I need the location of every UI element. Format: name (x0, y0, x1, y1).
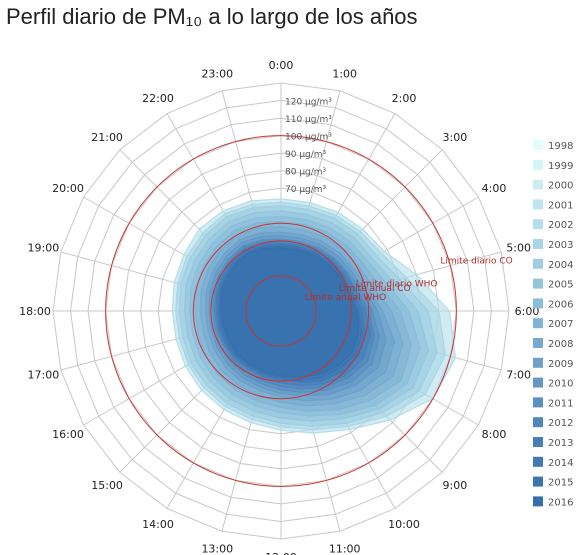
limit-circle (245, 275, 317, 347)
limit-label: Límite anual WHO (305, 293, 386, 303)
legend-label: 2005 (548, 280, 573, 291)
hour-label: 11:00 (329, 543, 361, 555)
legend-swatch-2003 (533, 239, 543, 249)
legend-label: 2002 (548, 220, 573, 231)
hour-label: 7:00 (506, 369, 531, 382)
hour-label: 16:00 (52, 428, 84, 441)
legend-swatch-1998 (533, 140, 543, 150)
hour-label: 20:00 (52, 182, 84, 195)
legend-swatch-2016 (533, 496, 543, 507)
hour-label: 10:00 (388, 518, 420, 531)
chart-title: Perfil diario de PM₁₀ a lo largo de los … (6, 4, 418, 29)
limit-label: Límite anual CO (339, 284, 411, 294)
legend-label: 2013 (548, 438, 573, 449)
hour-label: 5:00 (506, 241, 531, 254)
legend-label: 2015 (548, 478, 573, 489)
legend-swatch-2007 (533, 318, 543, 329)
legend-swatch-2010 (533, 377, 543, 388)
legend-label: 1999 (548, 161, 573, 172)
legend-label: 1998 (548, 141, 573, 152)
hour-label: 23:00 (201, 67, 233, 80)
legend-label: 2006 (548, 299, 573, 310)
hour-label: 22:00 (142, 92, 174, 105)
hour-label: 12:00 (265, 551, 297, 555)
radial-tick-label: 120 µg/m³ (285, 98, 332, 108)
legend-swatch-2002 (533, 219, 543, 230)
legend-label: 2008 (548, 339, 573, 350)
legend-label: 2014 (548, 458, 573, 469)
legend-swatch-2005 (533, 278, 543, 289)
hour-label: 1:00 (332, 67, 357, 80)
legend-swatch-2013 (533, 437, 543, 447)
hour-label: 21:00 (91, 131, 123, 144)
legend-swatch-2001 (533, 199, 543, 210)
hour-label: 19:00 (28, 241, 60, 254)
legend-label: 2010 (548, 379, 573, 390)
hour-label: 9:00 (443, 479, 468, 492)
radial-tick-label: 70 µg/m³ (285, 185, 327, 195)
legend-label: 2009 (548, 359, 573, 370)
limit-label: Límite diario WHO (356, 279, 438, 289)
hour-label: 4:00 (482, 182, 507, 195)
hour-label: 0:00 (269, 59, 294, 72)
hour-label: 18:00 (19, 305, 51, 318)
series-area-2016 (220, 247, 360, 378)
radial-tick-label: 80 µg/m³ (285, 168, 327, 178)
legend-swatch-2008 (533, 338, 543, 348)
hour-label: 15:00 (91, 479, 123, 492)
legend-swatch-2000 (533, 179, 543, 190)
limit-circle (105, 135, 457, 487)
limit-label: Límite diario CO (440, 257, 512, 267)
hour-label: 17:00 (28, 369, 60, 382)
legend-swatch-2009 (533, 357, 543, 368)
radial-tick-label: 110 µg/m³ (285, 115, 332, 125)
legend-label: 2011 (548, 398, 573, 409)
legend-label: 2007 (548, 319, 573, 330)
radial-tick-label: 90 µg/m³ (285, 150, 327, 160)
hour-label: 3:00 (443, 131, 468, 144)
limit-circle (192, 222, 370, 400)
legend-label: 2001 (548, 200, 573, 211)
legend-label: 2012 (548, 418, 573, 429)
legend-swatch-2015 (533, 476, 543, 487)
legend-swatch-2014 (533, 456, 543, 467)
legend-swatch-2004 (533, 258, 543, 269)
legend-swatch-2012 (533, 417, 543, 428)
hour-label: 8:00 (482, 428, 507, 441)
hour-label: 2:00 (392, 92, 417, 105)
hour-label: 13:00 (201, 543, 233, 555)
limit-circle (210, 240, 352, 382)
legend-swatch-2006 (533, 298, 543, 309)
legend-swatch-2011 (533, 397, 543, 408)
legend-label: 2000 (548, 181, 573, 192)
legend-swatch-1999 (533, 159, 543, 170)
legend-label: 2016 (548, 497, 573, 508)
legend-label: 2004 (548, 260, 573, 271)
hour-label: 14:00 (142, 518, 174, 531)
radial-tick-label: 100 µg/m³ (285, 133, 332, 143)
legend-label: 2003 (548, 240, 573, 251)
